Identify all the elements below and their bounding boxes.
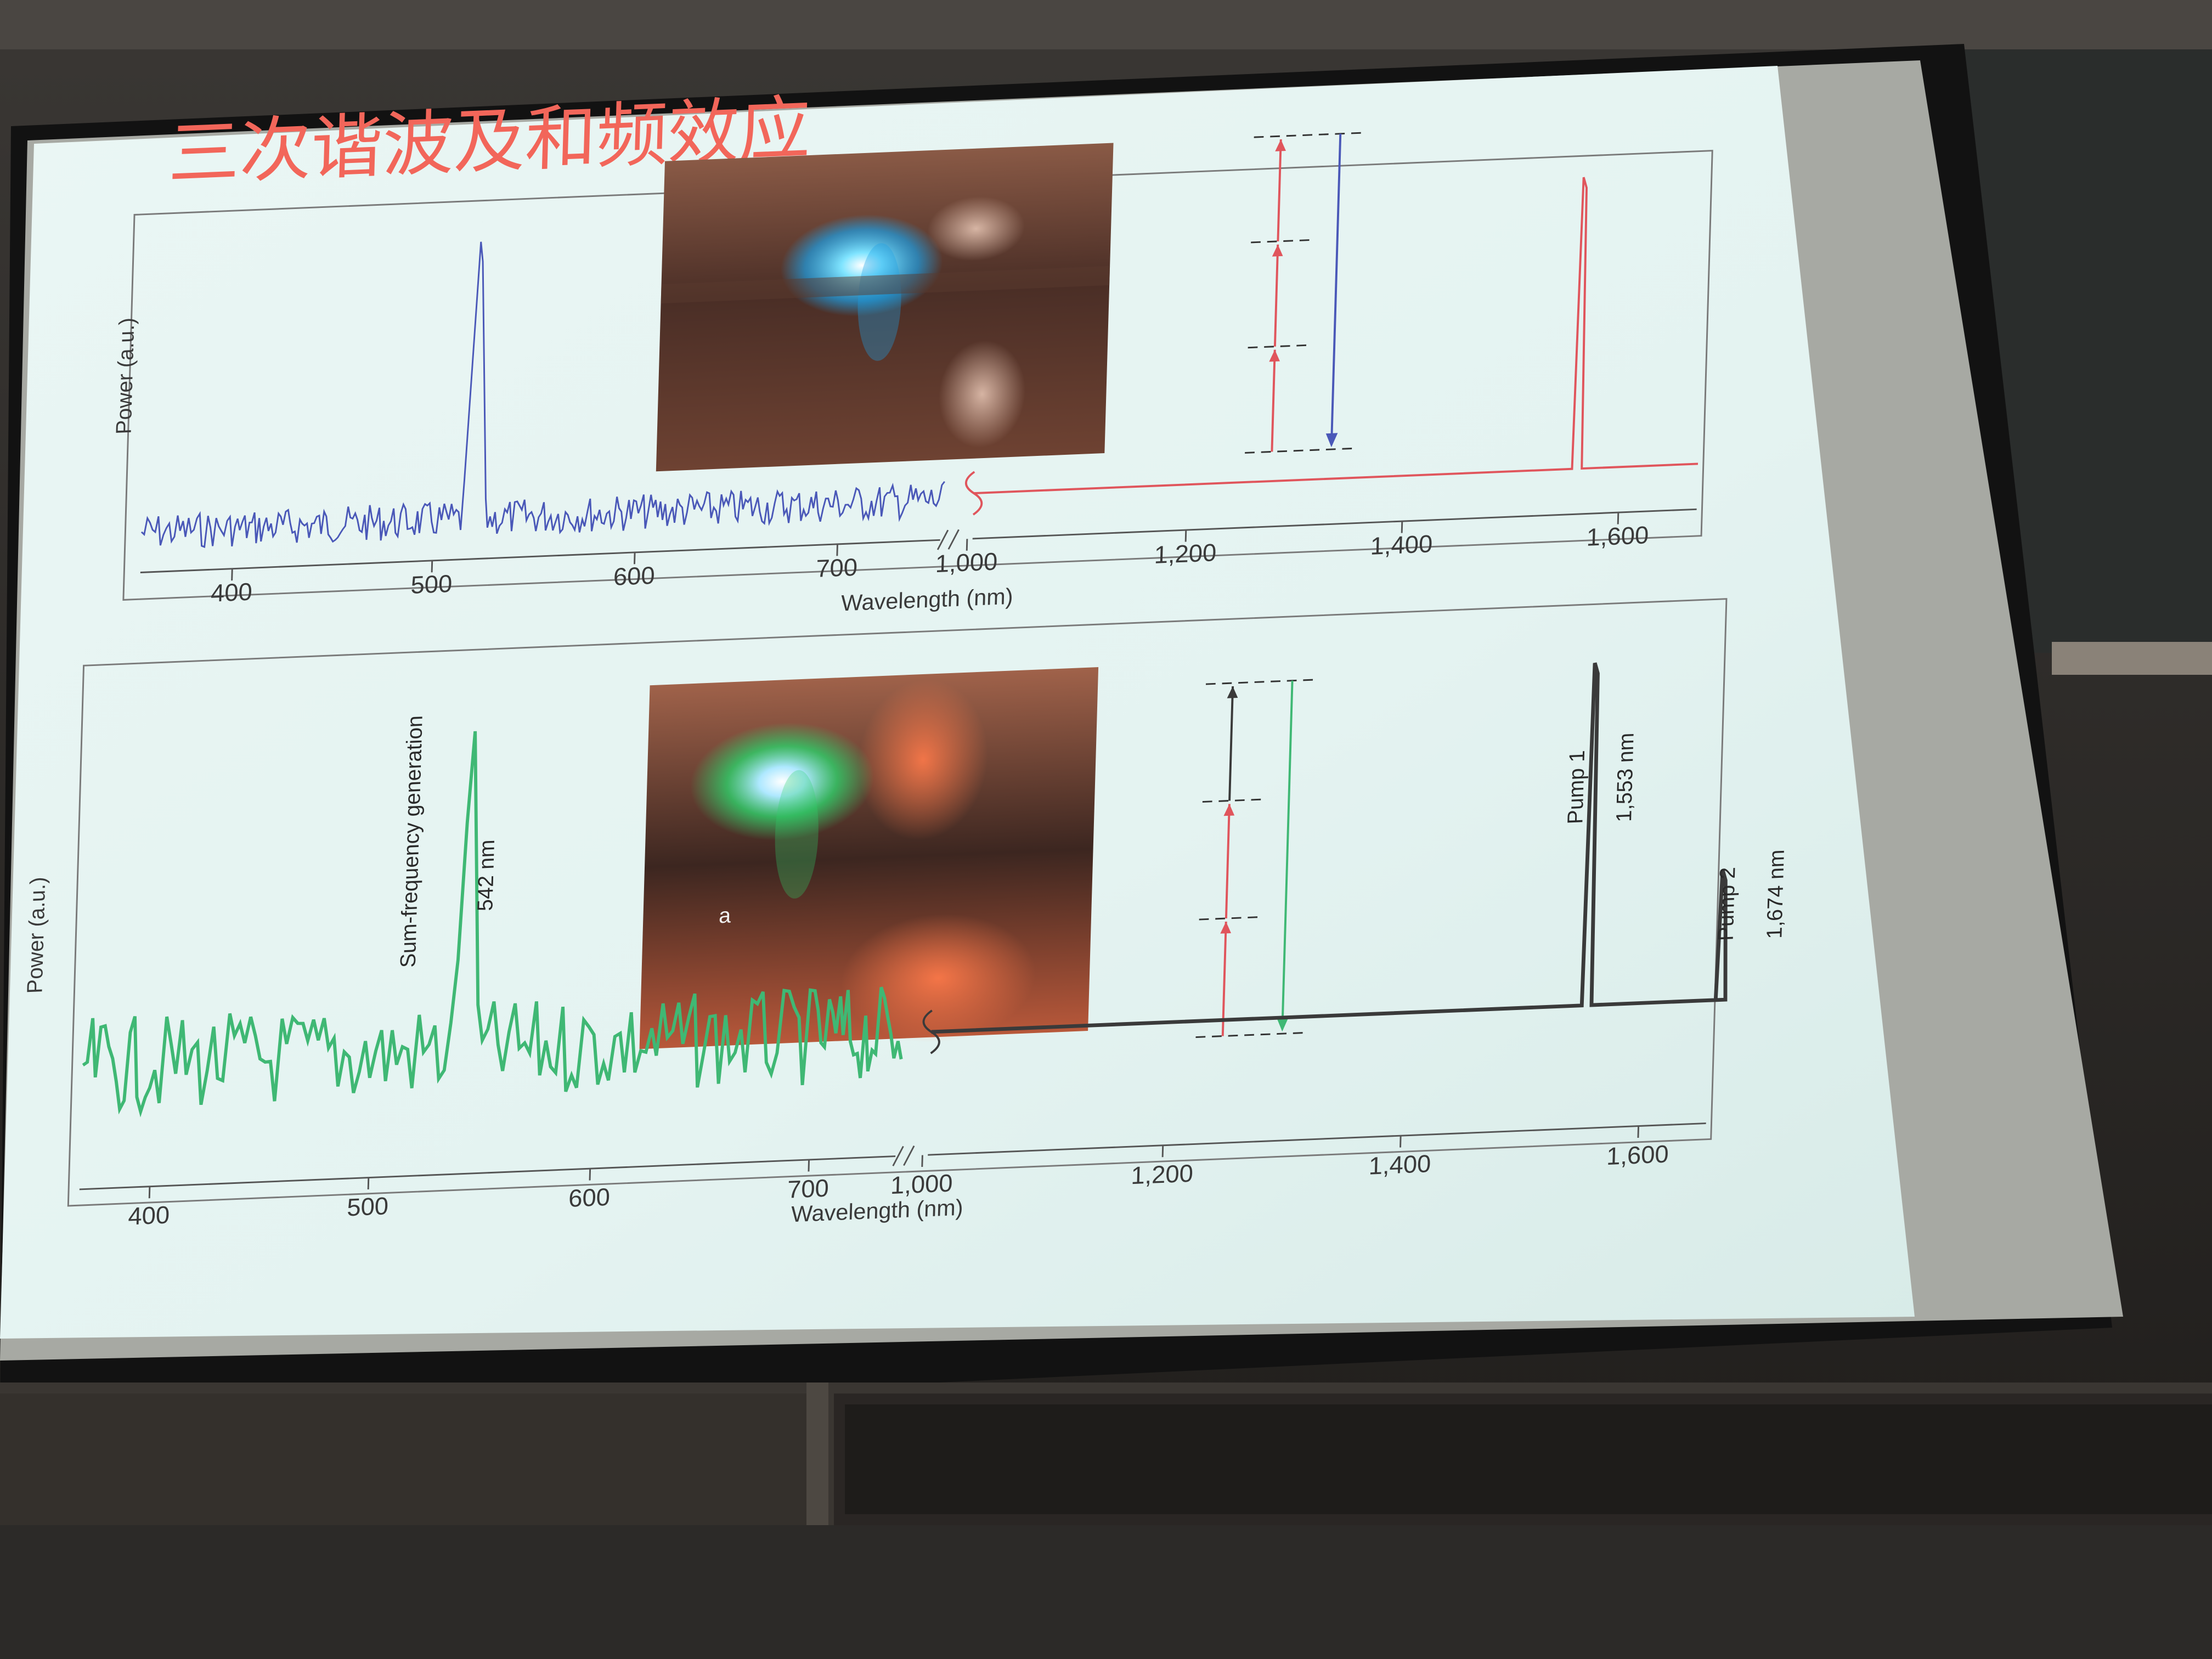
x-tick (921, 1155, 923, 1167)
energy-level (1205, 679, 1314, 685)
up-arrow (1224, 804, 1231, 919)
inset-image-bottom: a (639, 667, 1099, 1049)
energy-diagram-bottom (1195, 679, 1314, 1039)
slide: 三次谐波及和频效应 Power (a.u.) 400 500 600 700 1, (22, 87, 1789, 1231)
energy-level (1202, 798, 1262, 803)
up-arrow-head (1269, 349, 1280, 362)
x-tick (148, 1186, 151, 1199)
peak-1553nm-annotation: 1,553 nm (1612, 732, 1639, 822)
peak-1674nm-annotation: 1,674 nm (1762, 849, 1789, 939)
energy-level (1199, 916, 1259, 921)
x-tick-label: 700 (787, 1174, 830, 1204)
up-arrow (1228, 686, 1234, 801)
series-line-visible (140, 241, 945, 548)
energy-diagram-top (1245, 132, 1362, 454)
up-arrow-head (1227, 686, 1238, 698)
x-axis-line (928, 1122, 1706, 1156)
energy-level (1245, 447, 1353, 454)
pump1-annotation: Pump 1 (1563, 750, 1589, 825)
x-tick (1637, 1126, 1640, 1138)
sum-frequency-annotation: Sum-frequency generation (396, 715, 427, 968)
chart-top: Power (a.u.) 400 500 600 700 1,000 1,200 1,400… (111, 132, 1713, 616)
series-line-infrared (974, 177, 1699, 494)
series-line-visible (82, 731, 903, 1118)
energy-level (1195, 1032, 1304, 1039)
up-arrow-head (1272, 244, 1283, 257)
inset-image-top (656, 143, 1114, 472)
x-tick-label: 600 (613, 561, 655, 591)
down-arrow (1281, 680, 1294, 1030)
x-tick-label: 600 (568, 1183, 611, 1212)
spectrum-top (140, 177, 1699, 548)
up-arrow-head (1275, 139, 1286, 151)
y-axis-label-bottom: Power (a.u.) (22, 877, 50, 994)
x-tick-label: 500 (347, 1192, 389, 1222)
series-line-infrared (931, 662, 1728, 1034)
x-axis-top: 400 500 600 700 1,000 1,200 1,400 1,600 (140, 508, 1697, 607)
x-tick-label: 400 (211, 578, 253, 607)
peak-542nm-annotation: 542 nm (473, 839, 499, 912)
x-axis-line (972, 508, 1697, 540)
x-tick-label: 400 (128, 1201, 170, 1231)
x-tick (836, 544, 838, 556)
energy-level (1248, 344, 1308, 349)
inset-letter-label: a (719, 904, 731, 928)
x-axis-line (79, 1155, 896, 1190)
x-tick-label: 1,200 (1131, 1159, 1194, 1189)
down-arrow (1330, 133, 1342, 445)
x-axis-line (140, 539, 940, 573)
pump2-annotation: Pump 2 (1713, 867, 1740, 941)
up-arrow (1271, 349, 1276, 452)
up-arrow (1273, 244, 1279, 347)
x-tick-label: 500 (410, 569, 453, 599)
x-tick (367, 1177, 370, 1190)
axis-break-mark (892, 1146, 915, 1166)
plot-frame-bottom (67, 598, 1728, 1207)
up-arrow-head (1220, 921, 1231, 934)
chart-bottom: Power (a.u.) a Sum-frequency generation … (22, 598, 1789, 1231)
x-tick-label: 1,400 (1370, 530, 1433, 560)
down-arrow-head (1277, 1017, 1289, 1032)
up-arrow (1221, 921, 1227, 1036)
x-tick (634, 552, 636, 565)
y-axis-label-top: Power (a.u.) (111, 317, 139, 435)
x-tick (231, 568, 233, 581)
axis-break-mark (936, 529, 960, 550)
energy-level (1254, 132, 1362, 138)
down-arrow-head (1325, 433, 1338, 448)
x-tick-label: 700 (816, 553, 858, 583)
x-tick-label: 1,600 (1586, 521, 1649, 551)
spectrum-bottom (82, 662, 1728, 1118)
up-arrow-head (1223, 804, 1235, 816)
x-tick-label: 1,600 (1606, 1140, 1669, 1170)
x-axis-bottom: 400 500 600 700 1,000 1,200 1,400 1,600 (79, 1122, 1706, 1231)
x-tick-label: 1,400 (1368, 1149, 1431, 1180)
up-arrow (1277, 139, 1282, 241)
x-axis-label-top: Wavelength (nm) (841, 584, 1014, 616)
x-tick-label: 1,000 (935, 548, 998, 578)
x-tick-label: 1,000 (890, 1169, 953, 1199)
x-tick-label: 1,200 (1154, 539, 1217, 569)
energy-level (1251, 239, 1311, 244)
